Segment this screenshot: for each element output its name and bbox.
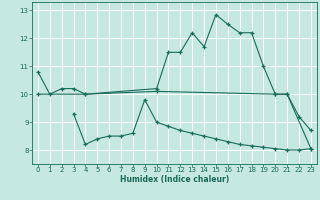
X-axis label: Humidex (Indice chaleur): Humidex (Indice chaleur) xyxy=(120,175,229,184)
